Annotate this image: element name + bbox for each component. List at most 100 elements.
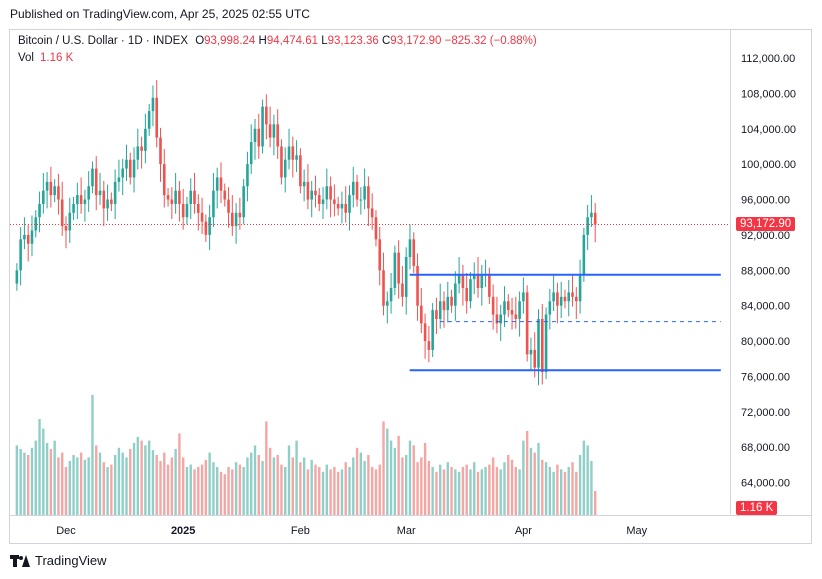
candle-body [469,279,472,302]
candle-body [325,186,329,200]
candle-body [242,186,245,218]
volume-bar [129,449,132,515]
volume-bar [446,462,449,515]
candle-body [529,349,533,355]
candle-body [113,181,117,204]
candle-body [567,292,571,302]
volume-bar [344,462,347,515]
candle-body [503,301,506,315]
change-value: −825.32 (−0.88%) [444,35,537,47]
volume-bar [170,457,174,515]
volume-bar [348,467,351,515]
time-tick-label: Dec [56,525,76,537]
volume-bar [87,457,90,515]
candle-body [155,97,159,138]
candle-body [461,274,465,288]
volume-bar [359,452,363,515]
candle-body [563,296,567,302]
candle-body [128,159,132,178]
candle-body [423,323,427,342]
candle-body [525,292,529,355]
high-label: H [258,35,267,47]
time-axis-ticks: Dec 2025 Feb Mar Apr May [56,525,647,537]
volume-bar [378,464,381,515]
candle-body [317,195,321,204]
candle-body [537,318,540,368]
candle-body [42,190,45,204]
candle-body [367,186,370,209]
price-tick-label: 72,000.00 [741,407,790,419]
candle-body [522,292,525,302]
brand[interactable]: TradingView [10,553,107,568]
volume-bar [571,462,574,515]
candle-body [283,159,287,178]
candle-body [178,190,181,204]
candle-body [76,195,79,204]
volume-bar [321,471,325,515]
volume-bar [147,440,151,515]
candle-body [382,270,385,306]
volume-bar [559,469,563,515]
volume-bar [272,457,276,515]
candle-body [431,310,434,350]
candle-body [60,199,64,227]
candle-body [162,164,166,196]
candle-body [389,287,393,302]
volume-bar [507,455,510,515]
volume-bar [178,433,181,515]
volume-bar [91,395,94,515]
volume-bar [253,445,257,515]
volume-bar [42,428,45,515]
last-price-label: 93,172.90 [736,217,796,231]
candle-body [333,199,336,204]
volume-bar [336,471,340,515]
volume-bar [393,447,397,515]
volume-bar [132,443,136,515]
symbol-title: Bitcoin / U.S. Dollar · 1D · INDEX [18,35,188,47]
volume-bar [83,459,87,515]
volume-bar [113,455,117,515]
volume-bar [340,469,344,515]
volume-bar [427,461,431,515]
candle-body [106,199,109,209]
volume-bar [363,461,366,515]
candle-body [363,186,366,200]
candle-body [280,146,283,178]
volume-bar [204,459,208,515]
candle-body [575,296,578,302]
candle-body [197,203,200,213]
volume-label: Vol [18,52,34,64]
price-tick-label: 76,000.00 [741,371,790,383]
volume-bar [499,469,502,515]
time-tick-label: May [626,525,647,537]
volume-bar [15,445,19,515]
volume-bar [431,467,434,515]
volume-bar [544,462,548,515]
candle-body [438,301,442,319]
candle-body [87,186,90,200]
candle-body [476,274,480,288]
volume-bar [333,467,336,515]
candle-body [386,301,389,306]
volume-bar [420,457,423,515]
candle-body [79,195,83,204]
candle-body [427,341,431,350]
candle-body [586,217,589,235]
candle-body [420,305,423,324]
candle-body [416,265,419,306]
volume-bar [234,462,238,515]
candle-body [348,195,351,213]
volume-bar [261,461,264,515]
volume-bar [125,457,128,515]
volume-bar [329,469,332,515]
price-tick-label: 64,000.00 [741,478,790,490]
volume-bar [284,467,287,515]
candle-body [34,217,38,231]
candle-body [321,199,325,204]
candle-body [401,283,404,297]
volume-bar [64,467,68,515]
candle-body [465,287,468,302]
volume-bar [423,443,427,515]
volume-bar [34,440,37,515]
